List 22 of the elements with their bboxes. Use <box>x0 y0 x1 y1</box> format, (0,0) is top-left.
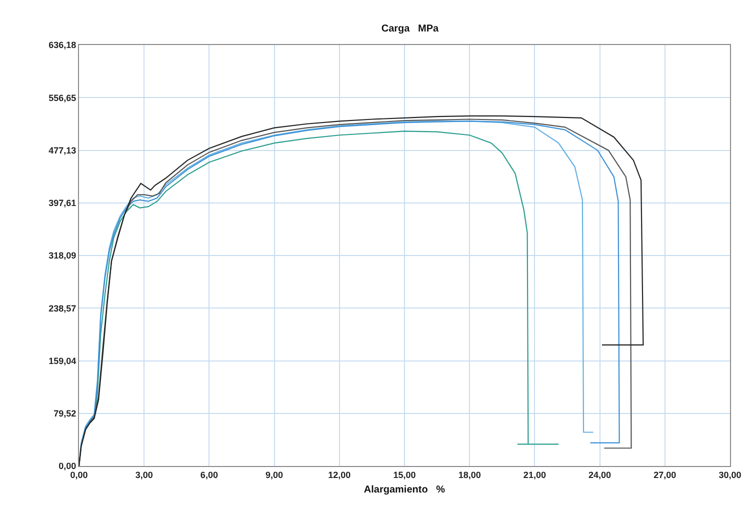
y-tick-label: 0,00 <box>58 461 76 472</box>
x-axis-title: Alargamiento % <box>364 484 446 496</box>
x-tick-label: 30,00 <box>718 470 742 480</box>
y-tick-label: 397,61 <box>48 198 76 208</box>
x-tick-label: 6,00 <box>200 470 218 480</box>
chart-title: Carga MPa <box>381 24 440 34</box>
y-tick-label: 159,04 <box>48 356 76 366</box>
x-tick-label: 9,00 <box>266 470 284 480</box>
y-tick-label: 79,52 <box>54 408 76 419</box>
y-tick-label: 636,18 <box>48 40 76 50</box>
y-tick-label: 238,57 <box>48 303 76 314</box>
y-tick-label: 477,13 <box>48 145 76 156</box>
x-tick-label: 18,00 <box>458 470 481 480</box>
x-tick-label: 27,00 <box>654 470 676 480</box>
x-tick-label: 15,00 <box>393 470 416 480</box>
x-tick-label: 21,00 <box>523 470 546 480</box>
y-tick-label: 556,65 <box>48 92 76 103</box>
x-tick-label: 24,00 <box>588 470 612 480</box>
x-tick-label: 0,00 <box>70 470 88 480</box>
y-tick-label: 318,09 <box>48 250 76 261</box>
x-tick-label: 3,00 <box>135 470 153 480</box>
x-tick-label: 12,00 <box>328 470 351 480</box>
